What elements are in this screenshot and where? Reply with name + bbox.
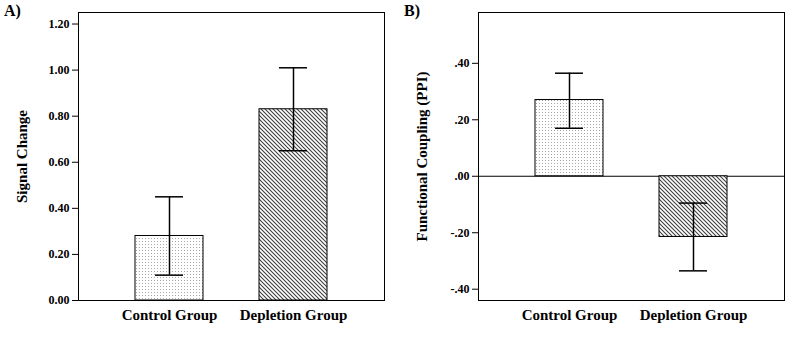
- svg-text:Control Group: Control Group: [522, 307, 618, 323]
- svg-text:Functional Coupling (PPI): Functional Coupling (PPI): [414, 71, 431, 241]
- svg-text:-.40: -.40: [451, 282, 470, 296]
- svg-text:0.00: 0.00: [49, 293, 70, 307]
- svg-text:.20: .20: [455, 113, 470, 127]
- svg-text:.00: .00: [455, 169, 470, 183]
- svg-text:0.80: 0.80: [49, 109, 70, 123]
- svg-text:Control Group: Control Group: [122, 307, 218, 323]
- svg-text:Depletion Group: Depletion Group: [640, 307, 748, 323]
- svg-text:0.20: 0.20: [49, 247, 70, 261]
- svg-text:0.40: 0.40: [49, 201, 70, 215]
- svg-text:-.20: -.20: [451, 226, 470, 240]
- svg-text:Depletion Group: Depletion Group: [240, 307, 348, 323]
- svg-text:.40: .40: [455, 56, 470, 70]
- svg-text:0.60: 0.60: [49, 155, 70, 169]
- svg-text:1.20: 1.20: [49, 17, 70, 31]
- svg-text:1.00: 1.00: [49, 63, 70, 77]
- html-text:A): A): [4, 2, 21, 19]
- svg-text:Signal Change: Signal Change: [14, 110, 30, 203]
- html-text:B): B): [404, 2, 420, 19]
